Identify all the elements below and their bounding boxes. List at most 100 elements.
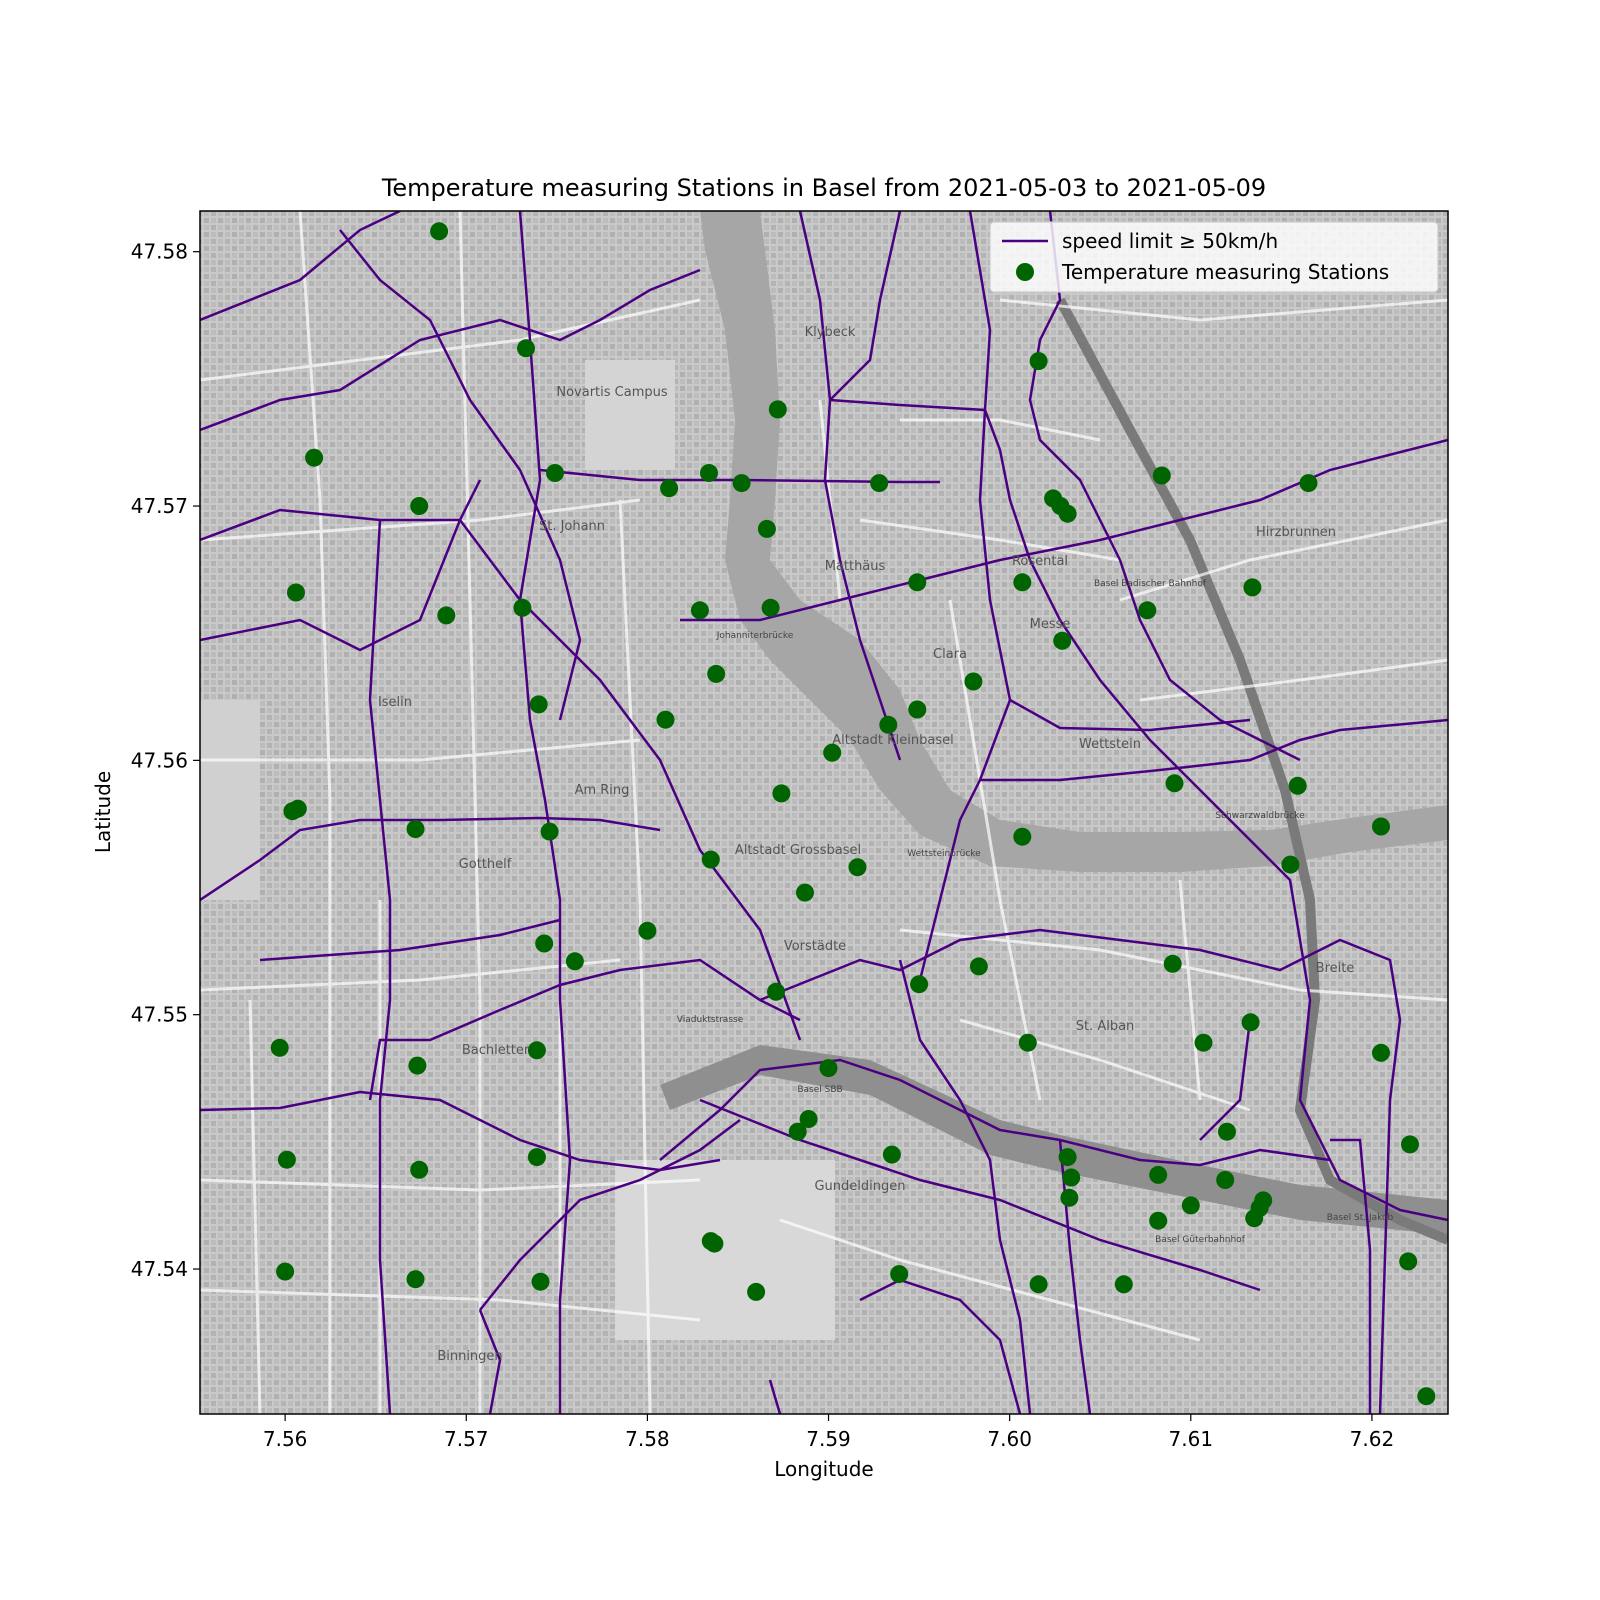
station-marker [1058, 1148, 1077, 1167]
station-marker [908, 700, 927, 719]
station-marker [656, 710, 675, 729]
legend-box [989, 221, 1439, 293]
speed-road-10 [259, 918, 561, 962]
station-marker [527, 1148, 546, 1167]
station-marker [1372, 817, 1390, 836]
place-label: Altstadt Grossbasel [735, 843, 861, 858]
station-marker [879, 715, 898, 734]
station-marker [513, 598, 532, 617]
station-marker [757, 519, 776, 538]
speed-road-17 [798, 211, 902, 761]
place-label: Basel St. Jakob [1327, 1213, 1394, 1223]
station-marker [870, 474, 889, 493]
minor-streets [200, 211, 1448, 1414]
station-marker [823, 743, 842, 762]
x-tick-label: 7.58 [625, 1427, 670, 1451]
station-marker [638, 921, 657, 940]
station-marker [908, 573, 927, 592]
y-tick-label: 47.57 [131, 494, 188, 518]
station-marker [406, 820, 425, 838]
place-label: Wettsteinbrücke [907, 849, 981, 859]
station-marker [1029, 1275, 1048, 1294]
station-marker [690, 601, 709, 620]
y-tick-label: 47.55 [131, 1003, 188, 1027]
place-label: Viaduktstrasse [677, 1015, 744, 1025]
place-label: Matthäus [825, 559, 886, 574]
place-label: Altstadt Kleinbasel [832, 733, 954, 748]
speed-road-30 [859, 1278, 1022, 1414]
station-marker [1218, 1122, 1236, 1141]
speed-road-8 [200, 816, 661, 902]
speed-road-19 [680, 438, 1448, 622]
station-marker [1401, 1135, 1419, 1154]
speed-road-26 [898, 959, 1032, 1414]
station-marker [565, 952, 584, 971]
speed-road-31 [768, 1379, 782, 1414]
station-marker [287, 583, 305, 602]
station-marker [1417, 1387, 1436, 1406]
station-marker [1149, 1165, 1168, 1184]
place-label: Rosental [1012, 554, 1068, 569]
station-marker [788, 1122, 807, 1141]
place-label: Schwarzwaldbrücke [1215, 811, 1305, 821]
station-marker [767, 982, 785, 1001]
station-marker [1181, 1196, 1200, 1215]
station-marker [819, 1059, 838, 1078]
place-label: St. Alban [1076, 1019, 1135, 1034]
station-marker [1372, 1043, 1390, 1062]
speed-road-15 [479, 1119, 741, 1311]
station-marker [517, 339, 535, 358]
green-area-west [200, 700, 260, 900]
y-tick-label: 47.54 [131, 1257, 188, 1281]
place-label: Wettstein [1079, 737, 1141, 752]
speed-road-20 [829, 398, 1448, 1222]
speed-road-4 [518, 211, 572, 1414]
station-marker [410, 497, 429, 515]
station-marker [1216, 1171, 1235, 1189]
station-marker [540, 822, 559, 841]
station-marker [1165, 774, 1184, 793]
station-marker [410, 1160, 429, 1179]
x-tick-label: 7.56 [263, 1427, 308, 1451]
station-marker [848, 858, 867, 877]
speed-road-24 [1009, 698, 1251, 732]
station-marker [700, 464, 718, 482]
place-labels: Novartis Campus St. Johann Matthäus Rose… [378, 325, 1394, 1364]
station-marker [305, 448, 324, 467]
x-tick-label: 7.60 [987, 1427, 1032, 1451]
speed-road-28 [1330, 1138, 1372, 1414]
station-marker [276, 1262, 295, 1281]
place-label: Vorstädte [784, 939, 846, 954]
place-label: Johanniterbrücke [716, 631, 794, 641]
station-marker [768, 400, 787, 419]
place-label: Messe [1030, 617, 1071, 632]
speed-road-25 [759, 928, 1402, 1414]
speed-road-3 [339, 229, 582, 721]
station-marker [531, 1272, 550, 1291]
place-label: Binningen [437, 1349, 502, 1364]
x-tick-label: 7.62 [1350, 1427, 1395, 1451]
speed-road-22 [1028, 211, 1122, 561]
station-marker [1281, 855, 1300, 874]
legend: speed limit ≥ 50km/h Temperature measuri… [989, 221, 1439, 293]
station-marker [1152, 466, 1171, 485]
speed-road-12 [368, 519, 392, 1414]
station-marker [529, 695, 548, 714]
place-label: Bachletten [462, 1043, 532, 1058]
speed-road-9 [200, 1090, 721, 1172]
y-tick-label: 47.56 [131, 748, 188, 772]
station-marker [707, 664, 726, 683]
station-marker [535, 934, 554, 953]
station-marker [546, 464, 564, 482]
speed-road-1 [200, 211, 401, 322]
place-label: Basel SBB [797, 1085, 842, 1095]
station-marker [761, 598, 780, 617]
speed-road-13 [659, 1058, 1331, 1167]
green-area-south [615, 1160, 835, 1340]
x-tick-label: 7.61 [1169, 1427, 1214, 1451]
speed-road-18 [829, 211, 902, 401]
place-label: St. Johann [539, 519, 605, 534]
station-marker [964, 672, 983, 691]
station-marker [1241, 1013, 1260, 1032]
